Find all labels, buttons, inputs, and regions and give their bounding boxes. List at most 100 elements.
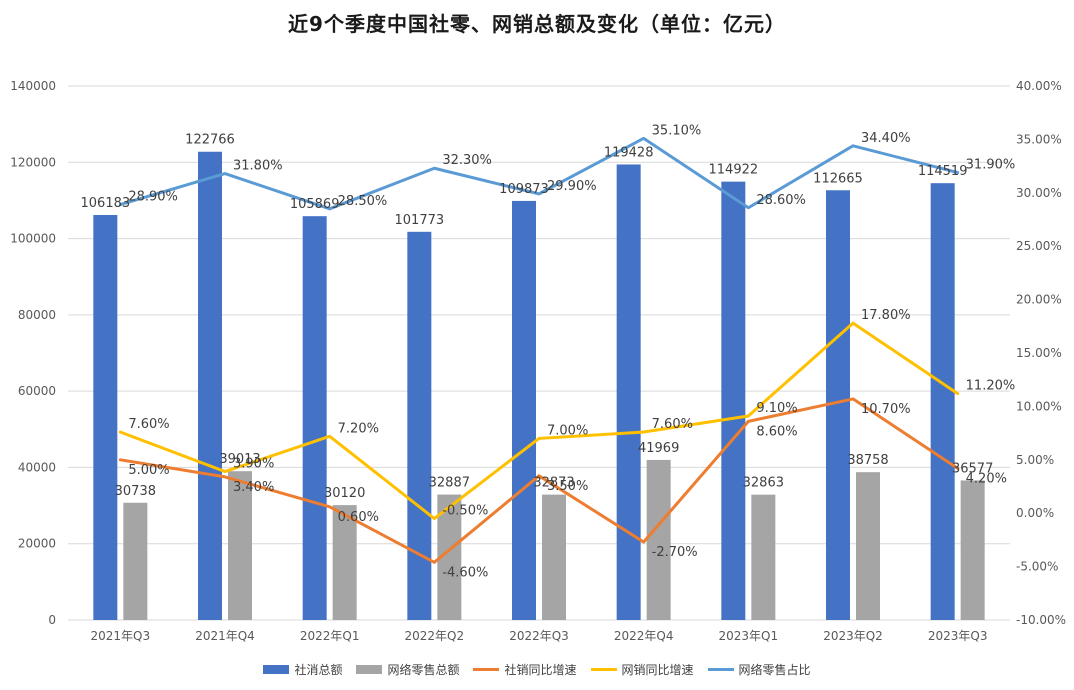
data-label-s3: 10.70% — [861, 402, 911, 417]
data-label-s2: 32873 — [533, 476, 574, 491]
data-label-s1: 122766 — [185, 133, 235, 148]
data-label-s5: 28.90% — [128, 190, 178, 205]
bar-s1 — [198, 151, 222, 620]
legend-swatch-s4 — [590, 668, 617, 671]
x-tick-label: 2021年Q3 — [91, 629, 151, 643]
data-label-s4: 7.20% — [338, 421, 379, 436]
bar-s1 — [512, 200, 536, 621]
data-label-s1: 112665 — [813, 171, 863, 186]
bar-s1 — [930, 183, 955, 620]
data-label-s1: 105869 — [290, 197, 340, 212]
data-label-s5: 28.50% — [338, 194, 388, 209]
legend: 社消总额 网络零售总额 社销同比增速 网销同比增速 网络零售占比 — [0, 661, 1074, 678]
data-label-s1: 109873 — [499, 182, 549, 197]
bar-s1 — [93, 214, 118, 620]
bar-s2 — [960, 480, 985, 620]
data-label-s4: 7.60% — [652, 417, 693, 432]
chart-title: 近9个季度中国社零、网销总额及变化（单位：亿元） — [288, 12, 786, 36]
legend-item-s2: 网络零售总额 — [356, 661, 459, 678]
y-left-tick-label: 0 — [48, 613, 56, 627]
line-s5 — [118, 136, 960, 211]
x-tick-label: 2023年Q3 — [928, 629, 988, 643]
bar-s2 — [646, 459, 671, 620]
bar-s2 — [751, 494, 776, 620]
legend-label-s3: 社销同比增速 — [504, 663, 577, 677]
y-right-tick-label: 10.00% — [1016, 399, 1062, 413]
bar-s2 — [856, 472, 880, 620]
data-label-s3: 8.60% — [756, 424, 797, 439]
legend-swatch-s3 — [473, 668, 500, 671]
y-left-tick-label: 40000 — [18, 460, 56, 474]
y-left-tick-label: 60000 — [18, 384, 56, 398]
data-label-s2: 32863 — [743, 476, 784, 491]
data-label-s4: 17.80% — [861, 308, 911, 323]
data-label-s3: -4.60% — [442, 565, 488, 580]
data-label-s5: 29.90% — [547, 179, 597, 194]
x-tick-label: 2022年Q2 — [405, 629, 465, 643]
legend-label-s1: 社消总额 — [294, 663, 343, 677]
legend-item-s1: 社消总额 — [263, 661, 342, 678]
legend-item-s5: 网络零售占比 — [707, 661, 811, 678]
legend-label-s5: 网络零售占比 — [738, 663, 811, 677]
legend-swatch-s1 — [263, 665, 290, 674]
y-right-tick-label: 5.00% — [1016, 453, 1054, 467]
data-label-s2: 30120 — [324, 486, 365, 501]
data-label-s4: 9.10% — [756, 401, 797, 416]
y-right-tick-label: -5.00% — [1016, 560, 1058, 574]
x-tick-label: 2023年Q1 — [719, 629, 779, 643]
bar-s1 — [616, 164, 641, 621]
x-tick-label: 2022年Q1 — [300, 629, 360, 643]
data-label-s2: 30738 — [115, 484, 156, 499]
data-label-s2: 39013 — [219, 452, 260, 467]
y-left-tick-label: 80000 — [18, 308, 56, 322]
legend-swatch-s5 — [707, 668, 734, 671]
data-label-s1: 106183 — [81, 196, 131, 211]
data-label-s1: 119428 — [604, 145, 654, 160]
data-label-s1: 114519 — [918, 164, 968, 179]
data-label-s4: 11.20% — [966, 379, 1016, 394]
y-right-tick-label: 0.00% — [1016, 506, 1054, 520]
data-label-s3: 4.20% — [966, 471, 1007, 486]
x-tick-label: 2021年Q4 — [195, 629, 255, 643]
bar-s2 — [123, 502, 148, 620]
y-left-tick-label: 120000 — [10, 155, 56, 169]
x-tick-label: 2022年Q4 — [614, 629, 674, 643]
data-label-s3: 5.00% — [128, 463, 169, 478]
y-left-tick-label: 20000 — [18, 537, 56, 551]
data-label-s4: 3.90% — [233, 457, 274, 472]
bar-s1 — [407, 231, 432, 620]
data-label-s5: 34.40% — [861, 131, 911, 146]
x-tick-label: 2023年Q2 — [823, 629, 883, 643]
legend-item-s3: 社销同比增速 — [473, 661, 577, 678]
data-label-s2: 38758 — [847, 453, 888, 468]
bar-s1 — [302, 216, 327, 621]
legend-swatch-s2 — [356, 665, 383, 674]
data-label-s1: 114922 — [709, 163, 759, 178]
y-right-tick-label: 15.00% — [1016, 346, 1062, 360]
y-right-tick-label: -10.00% — [1016, 613, 1066, 627]
legend-label-s2: 网络零售总额 — [387, 663, 460, 677]
line-s3 — [118, 397, 960, 564]
bar-s2 — [228, 471, 252, 620]
x-tick-label: 2022年Q3 — [509, 629, 569, 643]
data-label-s4: -0.50% — [442, 504, 488, 519]
y-right-tick-label: 35.00% — [1016, 132, 1062, 146]
data-label-s5: 31.90% — [966, 158, 1016, 173]
bar-s1 — [721, 181, 746, 620]
data-label-s2: 36577 — [952, 461, 993, 476]
bar-s2 — [542, 494, 566, 620]
data-label-s4: 7.60% — [128, 417, 169, 432]
y-left-tick-label: 100000 — [10, 232, 56, 246]
y-left-tick-label: 140000 — [10, 79, 56, 93]
data-label-s5: 35.10% — [652, 123, 702, 138]
data-label-s3: 3.40% — [233, 480, 274, 495]
y-right-tick-label: 30.00% — [1016, 186, 1062, 200]
data-label-s5: 31.80% — [233, 159, 283, 174]
data-label-s2: 41969 — [638, 441, 679, 456]
data-label-s3: -2.70% — [652, 545, 698, 560]
y-right-tick-label: 20.00% — [1016, 293, 1062, 307]
data-label-s3: 0.60% — [338, 510, 379, 525]
y-right-tick-label: 40.00% — [1016, 79, 1062, 93]
data-label-s2: 32887 — [429, 476, 470, 491]
